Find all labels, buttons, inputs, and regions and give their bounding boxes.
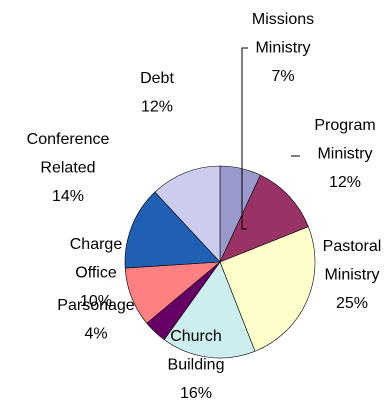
slice-category-label: Ministry: [255, 40, 310, 57]
slice-percent-label: 14%: [52, 188, 84, 205]
slice-category-label: Missions: [252, 11, 314, 28]
slice-percent-label: 4%: [84, 326, 107, 343]
slice-percent-label: 16%: [180, 385, 212, 402]
slice-category-label: Program: [314, 117, 375, 134]
slice-category-label: Building: [168, 357, 225, 374]
slice-category-label: Charge: [70, 236, 123, 253]
slice-percent-label: 25%: [336, 295, 368, 312]
slice-category-label: Conference: [27, 131, 110, 148]
slice-category-label: Church: [170, 328, 222, 345]
slice-category-label: Ministry: [324, 267, 379, 284]
slice-category-label: Ministry: [317, 146, 372, 163]
slice-percent-label: 10%: [80, 293, 112, 310]
slice-percent-label: 7%: [271, 68, 294, 85]
slice-category-label: Pastoral: [323, 238, 382, 255]
slice-percent-label: 12%: [141, 99, 173, 116]
slice-category-label: Debt: [140, 70, 174, 87]
slice-category-label: Related: [40, 160, 95, 177]
slice-percent-label: 12%: [329, 174, 361, 191]
slice-category-label: Office: [75, 265, 117, 282]
